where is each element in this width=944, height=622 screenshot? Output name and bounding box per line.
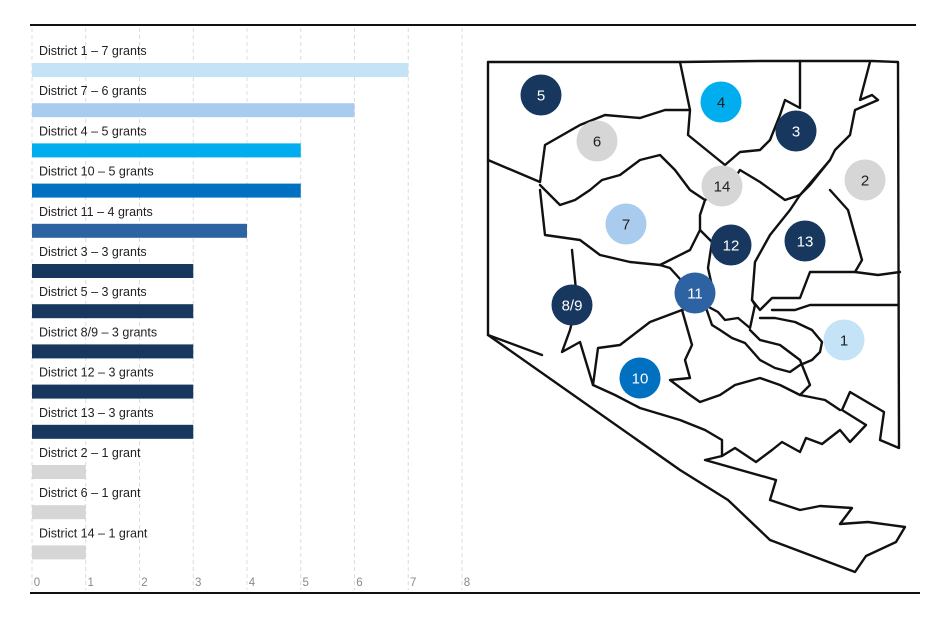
- x-axis-ticks: 0 1 2 3 4 5 6 7 8: [34, 577, 470, 589]
- district-number: 12: [723, 238, 740, 255]
- district-markers: 5 4 6 3 14 2 7 12 13 11 8/9 1 10: [520, 74, 886, 399]
- district-number: 8/9: [562, 298, 583, 315]
- district-circle: [619, 357, 661, 399]
- bar: [32, 384, 194, 399]
- district-number: 2: [861, 173, 869, 190]
- bar-label: District 12 – 3 grants: [39, 366, 154, 380]
- bar-label: District 4 – 5 grants: [39, 124, 147, 138]
- district-number: 4: [717, 95, 725, 112]
- bar: [32, 505, 86, 520]
- district-circle: [701, 165, 743, 207]
- district-number: 10: [632, 371, 649, 388]
- bar: [32, 344, 194, 359]
- district-number: 11: [687, 286, 703, 303]
- district-circle: [700, 81, 742, 123]
- district-line: [486, 333, 544, 357]
- tick-label: 7: [410, 577, 416, 589]
- bar: [32, 545, 86, 560]
- district-line: [703, 303, 824, 374]
- district-line: [770, 270, 902, 312]
- district-line: [750, 158, 864, 312]
- district-line: [486, 108, 692, 184]
- bar-label: District 5 – 3 grants: [39, 285, 147, 299]
- bar: [32, 304, 194, 319]
- tick-label: 6: [356, 577, 362, 589]
- bar-label: District 10 – 5 grants: [39, 165, 154, 179]
- bar-label: District 13 – 3 grants: [39, 406, 154, 420]
- district-line: [538, 188, 707, 267]
- bar-label: District 7 – 6 grants: [39, 84, 147, 98]
- bar-label: District 1 – 7 grants: [39, 44, 147, 58]
- district-circle: [710, 224, 752, 266]
- district-circle: [775, 110, 817, 152]
- district-number: 6: [593, 134, 601, 151]
- bar: [32, 103, 355, 118]
- district-line: [591, 383, 842, 458]
- bar: [32, 264, 194, 278]
- district-number: 7: [622, 217, 630, 234]
- tick-label: 2: [141, 577, 147, 589]
- district-map: [486, 59, 907, 574]
- tick-label: 0: [34, 577, 40, 589]
- district-number: 3: [792, 124, 800, 141]
- district-circle: [520, 74, 562, 116]
- tick-label: 3: [195, 577, 201, 589]
- district-number: 13: [797, 234, 814, 251]
- district-circle: [551, 284, 593, 326]
- tick-label: 8: [464, 577, 470, 589]
- district-number: 14: [714, 179, 731, 196]
- bar-series: District 1 – 7 grants District 7 – 6 gran…: [32, 44, 409, 560]
- tick-label: 5: [303, 577, 309, 589]
- district-circle: [576, 120, 618, 162]
- district-number: 1: [840, 333, 848, 350]
- district-circle: [823, 319, 865, 361]
- bar: [32, 465, 86, 479]
- bar: [32, 424, 194, 439]
- district-circle: [674, 272, 716, 314]
- district-circle: [605, 203, 647, 245]
- tick-label: 4: [249, 577, 256, 589]
- bar-label: District 11 – 4 grants: [39, 205, 153, 219]
- district-line: [678, 59, 802, 167]
- city-outline: [486, 59, 907, 574]
- bar: [32, 183, 301, 198]
- tick-label: 1: [88, 577, 94, 589]
- bar: [32, 63, 409, 77]
- bar-label: District 14 – 1 grant: [39, 526, 148, 540]
- bar: [32, 223, 247, 238]
- bar-label: District 8/9 – 3 grants: [39, 325, 157, 339]
- district-line: [668, 308, 812, 404]
- district-circle: [784, 220, 826, 262]
- bar: [32, 143, 301, 158]
- bar-label: District 6 – 1 grant: [39, 486, 141, 500]
- district-line: [698, 228, 757, 330]
- district-circle: [844, 159, 886, 201]
- bar-label: District 2 – 1 grant: [39, 446, 141, 460]
- district-number: 5: [537, 88, 545, 105]
- bar-label: District 3 – 3 grants: [39, 245, 147, 259]
